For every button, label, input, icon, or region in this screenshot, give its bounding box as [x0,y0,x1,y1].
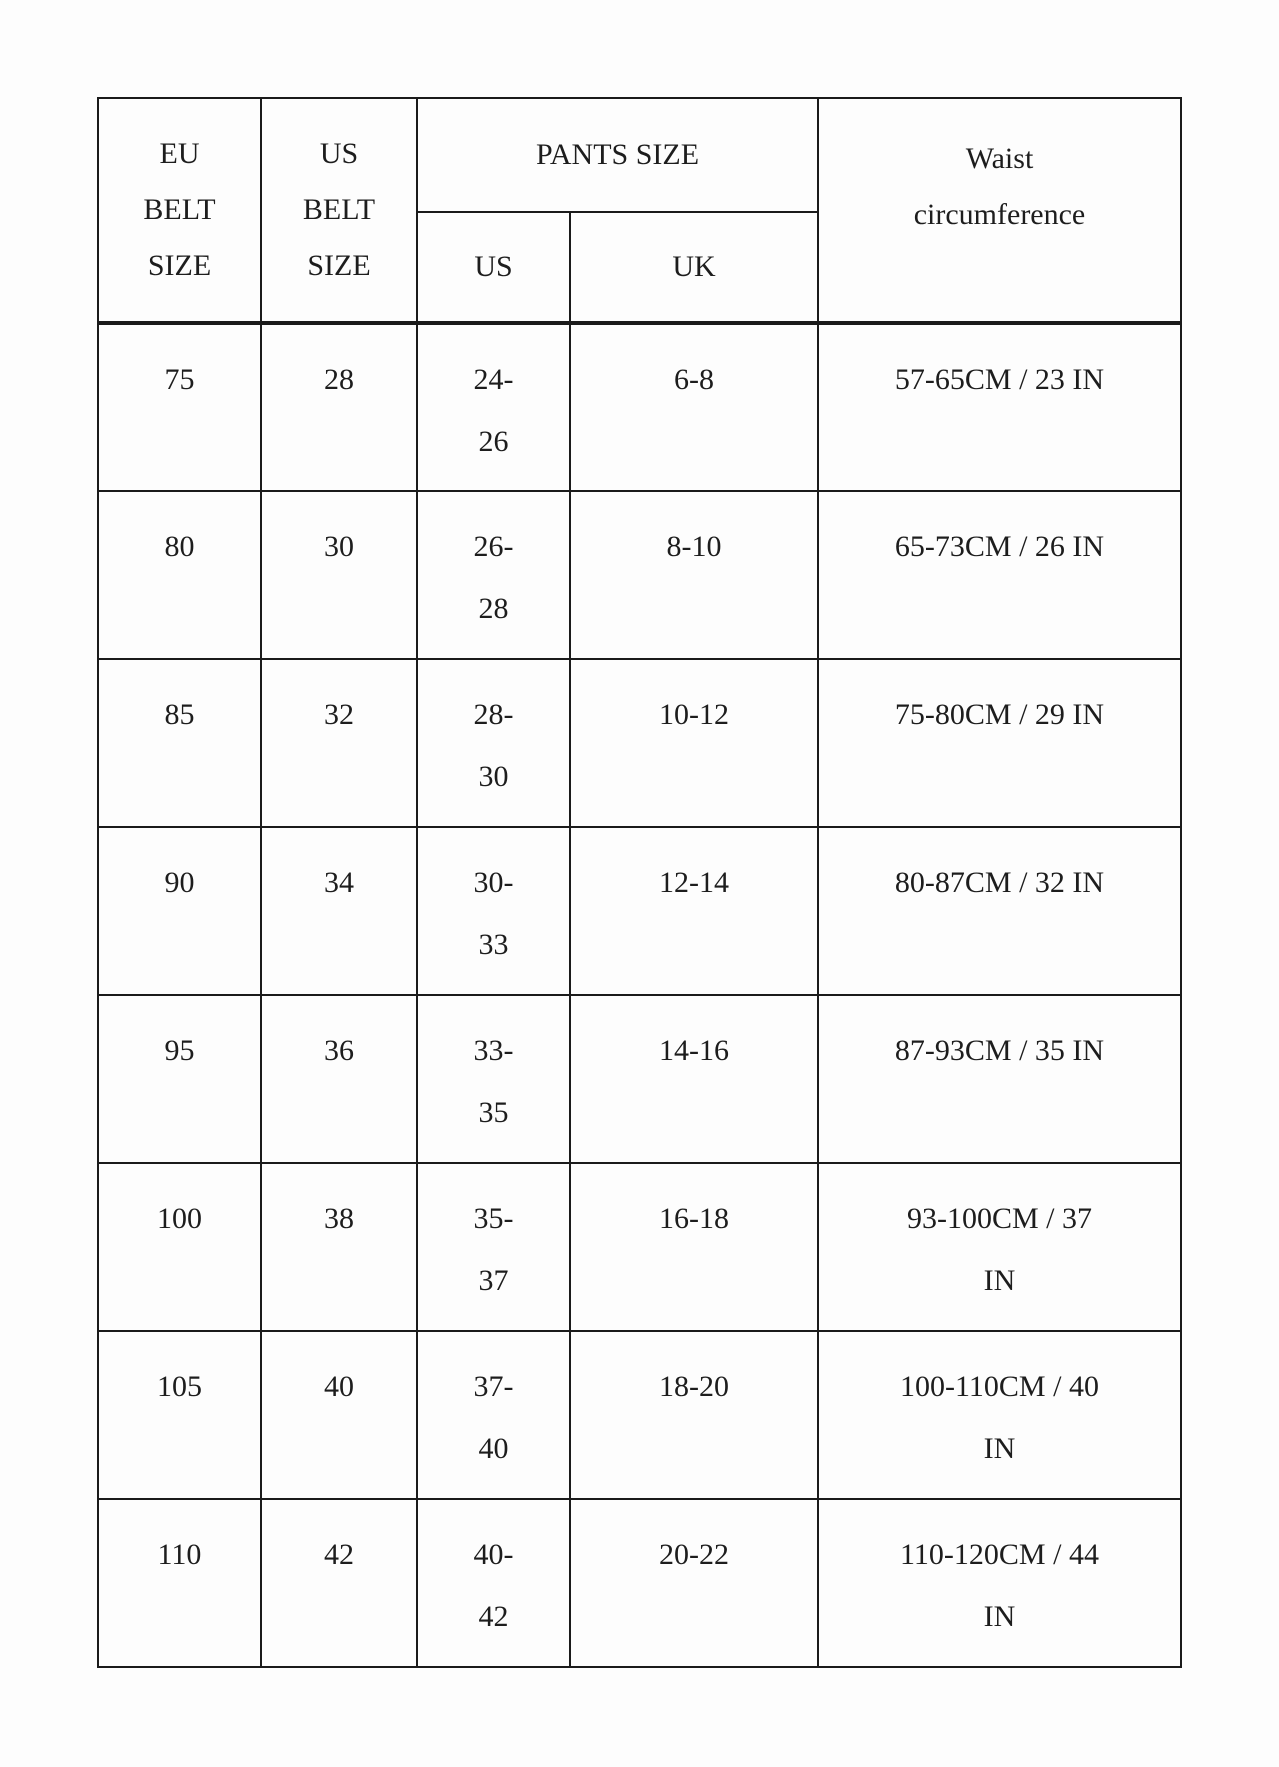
cell-us-belt: 38 [260,1162,418,1332]
cell-pants-us: 33- 35 [416,994,571,1164]
cell-us-belt: 30 [260,490,418,660]
cell-waist: 65-73CM / 26 IN [817,490,1182,660]
cell-us-belt: 32 [260,658,418,828]
cell-us-belt: 40 [260,1330,418,1500]
cell-waist: 80-87CM / 32 IN [817,826,1182,996]
table-row: 85 32 28- 30 10-12 75-80CM / 29 IN [97,658,1182,828]
cell-eu-belt: 85 [97,658,262,828]
cell-pants-us: 26- 28 [416,490,571,660]
cell-eu-belt: 105 [97,1330,262,1500]
cell-us-belt: 28 [260,322,418,492]
cell-waist: 75-80CM / 29 IN [817,658,1182,828]
cell-pants-us: 30- 33 [416,826,571,996]
table-row: 110 42 40- 42 20-22 110-120CM / 44 IN [97,1498,1182,1668]
table-row: 90 34 30- 33 12-14 80-87CM / 32 IN [97,826,1182,996]
cell-eu-belt: 80 [97,490,262,660]
cell-pants-uk: 14-16 [569,994,819,1164]
table-row: 75 28 24- 26 6-8 57-65CM / 23 IN [97,322,1182,492]
cell-pants-us: 35- 37 [416,1162,571,1332]
cell-pants-uk: 18-20 [569,1330,819,1500]
cell-waist: 93-100CM / 37 IN [817,1162,1182,1332]
cell-pants-uk: 12-14 [569,826,819,996]
cell-waist: 100-110CM / 40 IN [817,1330,1182,1500]
table-row: 80 30 26- 28 8-10 65-73CM / 26 IN [97,490,1182,660]
cell-pants-us: 37- 40 [416,1330,571,1500]
cell-waist: 110-120CM / 44 IN [817,1498,1182,1668]
cell-us-belt: 42 [260,1498,418,1668]
cell-pants-uk: 6-8 [569,322,819,492]
cell-pants-uk: 16-18 [569,1162,819,1332]
cell-pants-uk: 8-10 [569,490,819,660]
header-waist-circumference: Waist circumference [817,97,1182,325]
cell-eu-belt: 110 [97,1498,262,1668]
cell-pants-uk: 10-12 [569,658,819,828]
cell-waist: 87-93CM / 35 IN [817,994,1182,1164]
header-pants-us: US [416,211,571,325]
cell-pants-us: 28- 30 [416,658,571,828]
cell-eu-belt: 100 [97,1162,262,1332]
header-us-belt-size: US BELT SIZE [260,97,418,325]
cell-us-belt: 34 [260,826,418,996]
table-row: 95 36 33- 35 14-16 87-93CM / 35 IN [97,994,1182,1164]
cell-pants-uk: 20-22 [569,1498,819,1668]
cell-us-belt: 36 [260,994,418,1164]
table-row: 100 38 35- 37 16-18 93-100CM / 37 IN [97,1162,1182,1332]
cell-waist: 57-65CM / 23 IN [817,322,1182,492]
header-pants-uk: UK [569,211,819,325]
cell-eu-belt: 95 [97,994,262,1164]
table-row: 105 40 37- 40 18-20 100-110CM / 40 IN [97,1330,1182,1500]
belt-size-table: EU BELT SIZE US BELT SIZE PANTS SIZE Wai… [97,97,1182,1668]
cell-eu-belt: 75 [97,322,262,492]
header-pants-size: PANTS SIZE [416,97,819,213]
header-eu-belt-size: EU BELT SIZE [97,97,262,325]
cell-eu-belt: 90 [97,826,262,996]
cell-pants-us: 24- 26 [416,322,571,492]
cell-pants-us: 40- 42 [416,1498,571,1668]
